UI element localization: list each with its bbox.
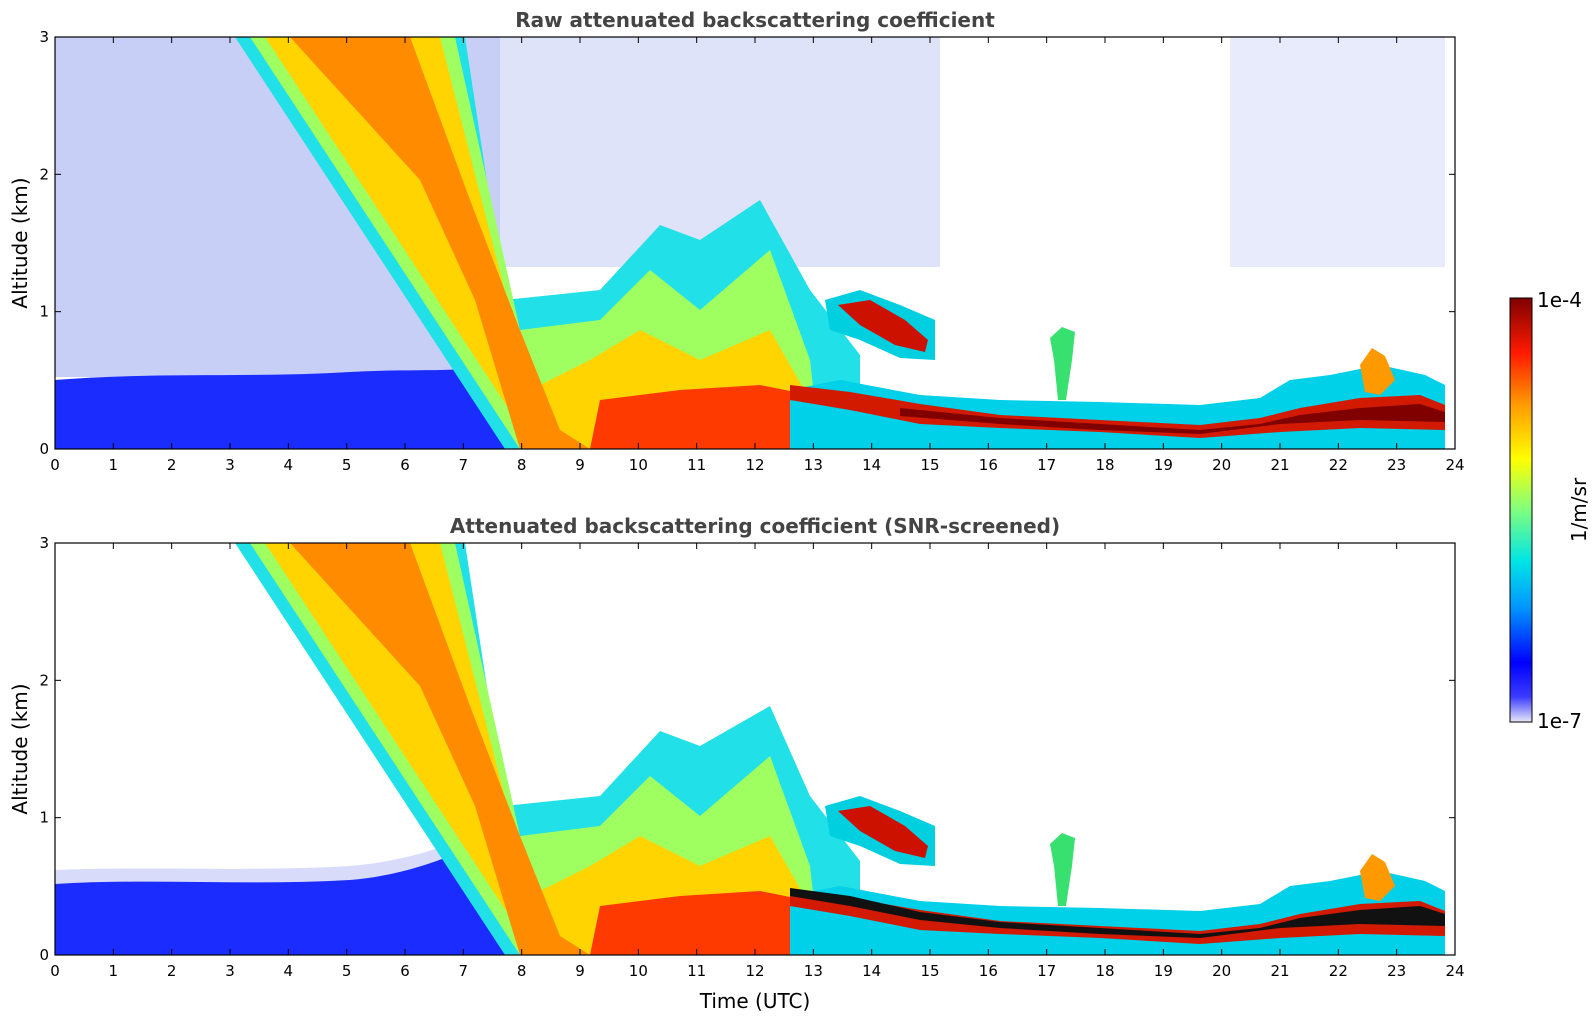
panel-screened: Attenuated backscattering coefficient (S… xyxy=(8,514,1465,1013)
x-tick-label: 14 xyxy=(862,456,881,474)
colorbar: 1e-4 1e-7 1/m/sr xyxy=(1509,288,1591,733)
panel-raw-title: Raw attenuated backscattering coefficien… xyxy=(515,8,995,32)
colorbar-max-label: 1e-4 xyxy=(1537,288,1582,312)
x-tick-label: 0 xyxy=(50,456,60,474)
x-tick-label: 4 xyxy=(284,962,294,980)
x-tick-label: 1 xyxy=(109,962,119,980)
x-tick-label: 5 xyxy=(342,962,352,980)
x-tick-label: 16 xyxy=(979,456,998,474)
x-tick-label: 4 xyxy=(284,456,294,474)
evening-layer-core xyxy=(900,404,1445,434)
panel-raw: Raw attenuated backscattering coefficien… xyxy=(8,8,1465,474)
x-tick-label: 19 xyxy=(1154,456,1173,474)
x-tick-label: 23 xyxy=(1387,456,1406,474)
panel-screened-title: Attenuated backscattering coefficient (S… xyxy=(450,514,1060,538)
x-tick-label: 0 xyxy=(50,962,60,980)
x-tick-label: 23 xyxy=(1387,962,1406,980)
x-tick-label: 13 xyxy=(804,456,823,474)
colorbar-gradient xyxy=(1509,297,1533,723)
x-tick-label: 9 xyxy=(575,962,585,980)
x-tick-label: 18 xyxy=(1095,456,1114,474)
plume-23h xyxy=(1360,348,1395,395)
screened-boundary-layer-blue xyxy=(55,830,540,955)
panel-screened-ylabel: Altitude (km) xyxy=(8,683,32,814)
noise-speckle-late xyxy=(1230,37,1445,267)
x-tick-label: 15 xyxy=(920,962,939,980)
x-tick-label: 2 xyxy=(167,962,177,980)
x-tick-label: 18 xyxy=(1095,962,1114,980)
x-tick-label: 11 xyxy=(687,962,706,980)
screened-cloud-core-orange xyxy=(290,543,590,955)
y-tick-label: 0 xyxy=(39,946,49,964)
x-tick-label: 20 xyxy=(1212,456,1231,474)
low-level-red xyxy=(590,385,810,449)
x-tick-label: 9 xyxy=(575,456,585,474)
panel-screened-xlabel: Time (UTC) xyxy=(699,989,811,1013)
x-tick-label: 6 xyxy=(400,962,410,980)
screened-elevated-layer-red xyxy=(838,806,928,858)
x-tick-label: 11 xyxy=(687,456,706,474)
x-tick-label: 10 xyxy=(629,456,648,474)
y-tick-label: 3 xyxy=(39,28,49,46)
x-tick-label: 16 xyxy=(979,962,998,980)
elevated-layer-red xyxy=(838,300,928,352)
colorbar-min-label: 1e-7 xyxy=(1537,709,1582,733)
x-tick-label: 13 xyxy=(804,962,823,980)
x-tick-label: 24 xyxy=(1445,962,1464,980)
x-tick-label: 12 xyxy=(745,456,764,474)
x-tick-label: 21 xyxy=(1270,456,1289,474)
panel-raw-ticks: 0 1 2 3 4 5 6 7 8 9 10 11 12 13 14 15 16 17 18 19 20 21 22 23 24… xyxy=(39,28,1464,474)
x-tick-label: 8 xyxy=(517,962,527,980)
y-tick-label: 3 xyxy=(39,534,49,552)
y-tick-label: 0 xyxy=(39,440,49,458)
x-tick-label: 17 xyxy=(1037,456,1056,474)
colorbar-unit-label: 1/m/sr xyxy=(1567,477,1591,542)
cloud-core-orange xyxy=(290,37,590,449)
screened-low-level-red xyxy=(590,891,810,955)
panel-screened-heatmap xyxy=(55,543,1445,955)
x-tick-label: 12 xyxy=(745,962,764,980)
evening-layer-red xyxy=(790,385,1445,438)
x-tick-label: 19 xyxy=(1154,962,1173,980)
x-tick-label: 17 xyxy=(1037,962,1056,980)
screened-evening-layer-core xyxy=(790,888,1445,938)
x-tick-label: 10 xyxy=(629,962,648,980)
x-tick-label: 6 xyxy=(400,456,410,474)
y-tick-label: 1 xyxy=(39,809,49,827)
x-tick-label: 7 xyxy=(459,962,469,980)
x-tick-label: 22 xyxy=(1329,962,1348,980)
x-tick-label: 24 xyxy=(1445,456,1464,474)
panel-raw-heatmap xyxy=(55,37,1445,449)
x-tick-label: 14 xyxy=(862,962,881,980)
plume-17h xyxy=(1050,327,1075,400)
x-tick-label: 2 xyxy=(167,456,177,474)
x-tick-label: 3 xyxy=(225,456,235,474)
panel-raw-ylabel: Altitude (km) xyxy=(8,177,32,308)
x-tick-label: 5 xyxy=(342,456,352,474)
y-tick-label: 2 xyxy=(39,671,49,689)
y-tick-label: 1 xyxy=(39,303,49,321)
x-tick-label: 22 xyxy=(1329,456,1348,474)
boundary-layer-blue xyxy=(55,362,540,449)
x-tick-label: 21 xyxy=(1270,962,1289,980)
x-tick-label: 8 xyxy=(517,456,527,474)
x-tick-label: 1 xyxy=(109,456,119,474)
x-tick-label: 15 xyxy=(920,456,939,474)
x-tick-label: 3 xyxy=(225,962,235,980)
x-tick-label: 20 xyxy=(1212,962,1231,980)
screened-plume-17h xyxy=(1050,833,1075,906)
panel-screened-ticks: 0 1 2 3 4 5 6 7 8 9 10 11 12 13 14 15 16 17 18 19 20 21 22 23 24… xyxy=(39,534,1464,980)
screened-plume-23h xyxy=(1360,854,1395,901)
x-tick-label: 7 xyxy=(459,456,469,474)
screened-evening-layer-red xyxy=(790,891,1445,944)
y-tick-label: 2 xyxy=(39,165,49,183)
